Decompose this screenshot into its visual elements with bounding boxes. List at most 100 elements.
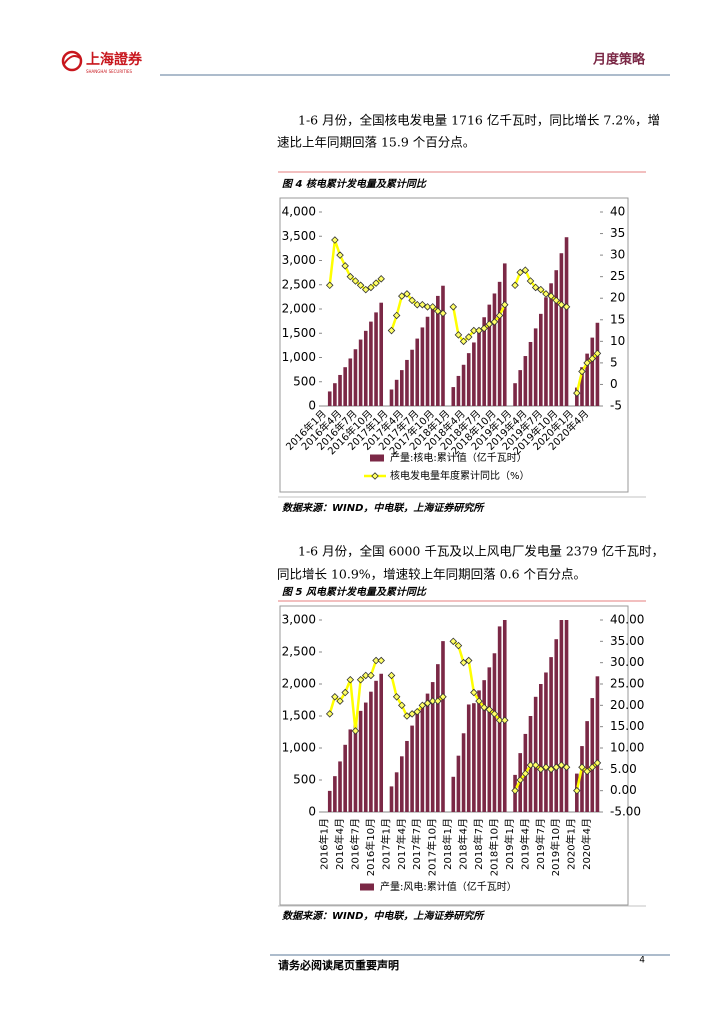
bar <box>456 755 461 812</box>
y2-tick-label: 5 <box>610 355 618 369</box>
bar <box>585 353 589 406</box>
marker <box>531 761 540 769</box>
bar <box>353 349 358 406</box>
marker <box>439 693 447 701</box>
marker <box>403 712 411 720</box>
bar <box>420 327 425 406</box>
bar <box>487 667 492 812</box>
marker <box>361 285 370 294</box>
bar <box>544 297 548 406</box>
x-tick-label: 2017年4月 <box>395 818 408 870</box>
marker <box>361 671 370 680</box>
marker <box>583 359 591 367</box>
bar <box>389 389 394 406</box>
bar <box>538 313 543 406</box>
marker <box>480 324 488 333</box>
bar <box>358 710 363 812</box>
bar <box>343 744 347 812</box>
marker <box>408 710 416 718</box>
x-tick-label: 2019年10月 <box>549 818 562 876</box>
legend-swatch <box>370 454 384 462</box>
marker <box>495 311 504 320</box>
x-tick-label: 2017年10月 <box>426 818 439 876</box>
bar <box>461 733 466 812</box>
bar <box>590 698 595 812</box>
bar <box>358 339 363 406</box>
y2-tick-label: 35.00 <box>610 634 644 648</box>
marker <box>500 300 509 309</box>
bar <box>528 341 533 406</box>
bar <box>538 684 543 812</box>
marker <box>387 326 396 335</box>
bar <box>451 776 456 812</box>
bar <box>477 329 481 406</box>
marker <box>526 761 535 769</box>
bar <box>441 285 445 406</box>
bar <box>533 328 538 406</box>
brand: 上海證券 <box>86 51 143 68</box>
marker <box>562 763 571 771</box>
legend-marker <box>371 472 379 480</box>
marker <box>434 697 442 705</box>
paragraph-line: 同比增长 10.9%，增速较上年同期回落 0.6 个百分点。 <box>277 567 586 582</box>
marker <box>485 705 494 714</box>
marker <box>413 707 422 716</box>
marker <box>351 727 360 735</box>
bar <box>399 756 404 812</box>
paragraph-line: 速比上年同期回落 15.9 个百分点。 <box>277 135 475 150</box>
marker <box>392 693 401 701</box>
marker <box>557 300 566 309</box>
marker <box>367 283 375 292</box>
marker <box>537 765 545 774</box>
bar <box>482 317 486 406</box>
marker <box>593 349 602 358</box>
x-tick-label: 2018年1月 <box>441 818 454 870</box>
marker <box>516 776 524 784</box>
bar <box>580 746 584 812</box>
x-tick-label: 2016年1月 <box>318 818 331 870</box>
marker <box>434 307 442 315</box>
bar <box>472 342 476 406</box>
y2-tick-label: 25 <box>610 269 625 283</box>
bar <box>518 370 523 406</box>
marker <box>459 337 468 346</box>
bar <box>492 653 497 812</box>
marker <box>351 277 360 285</box>
marker <box>542 290 550 298</box>
y-tick-label: 2,500 <box>282 277 316 291</box>
y-tick-label: 1,500 <box>282 709 316 723</box>
marker <box>459 658 468 667</box>
bar <box>369 321 373 406</box>
x-tick-label: 2018年10月 <box>487 818 500 876</box>
marker <box>372 279 380 287</box>
y-tick-label: 3,000 <box>282 613 316 627</box>
bar <box>487 304 492 406</box>
bar <box>353 719 358 812</box>
marker <box>578 367 586 376</box>
paragraph-line: 1-6 月份，全国核电发电量 1716 亿千瓦时，同比增长 7.2%，增 <box>298 113 660 128</box>
figure-caption: 图 5 风电累计发电量及累计同比 <box>282 586 428 598</box>
y2-tick-label: 20.00 <box>610 698 644 712</box>
marker <box>356 281 365 290</box>
y2-tick-label: -5 <box>610 399 622 413</box>
marker <box>593 759 602 767</box>
y2-tick-label: 0.00 <box>610 783 637 797</box>
figure-source: 数据来源：WIND，中电联，上海证券研究所 <box>282 502 485 514</box>
marker <box>475 697 483 705</box>
marker <box>588 763 597 771</box>
bar <box>554 270 559 406</box>
bar <box>415 714 420 812</box>
x-tick-label: 2016年7月 <box>348 818 361 870</box>
y2-tick-label: 40 <box>610 205 625 219</box>
marker <box>454 641 463 650</box>
bar <box>369 691 373 812</box>
plot-area <box>327 620 600 812</box>
y2-tick-label: 30 <box>610 248 625 262</box>
x-tick-label: 2017年1月 <box>379 818 392 870</box>
legend-label: 产量:风电:累计值（亿千瓦时） <box>380 880 517 893</box>
bar <box>338 761 342 812</box>
y2-tick-label: 15 <box>610 312 625 326</box>
marker <box>495 716 504 725</box>
bar <box>549 283 553 406</box>
marker <box>449 303 458 311</box>
